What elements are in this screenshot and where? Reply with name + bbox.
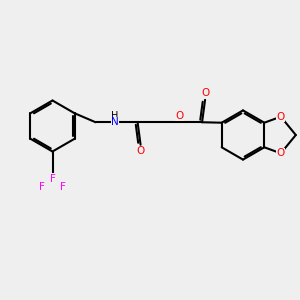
Text: O: O: [277, 112, 285, 122]
Text: O: O: [277, 148, 285, 158]
Text: N: N: [111, 117, 119, 127]
Text: F: F: [60, 182, 66, 193]
Text: F: F: [39, 182, 45, 193]
Text: F: F: [50, 173, 56, 184]
Text: H: H: [111, 111, 119, 121]
Text: O: O: [176, 111, 184, 121]
Text: O: O: [201, 88, 209, 98]
Text: O: O: [136, 146, 145, 156]
